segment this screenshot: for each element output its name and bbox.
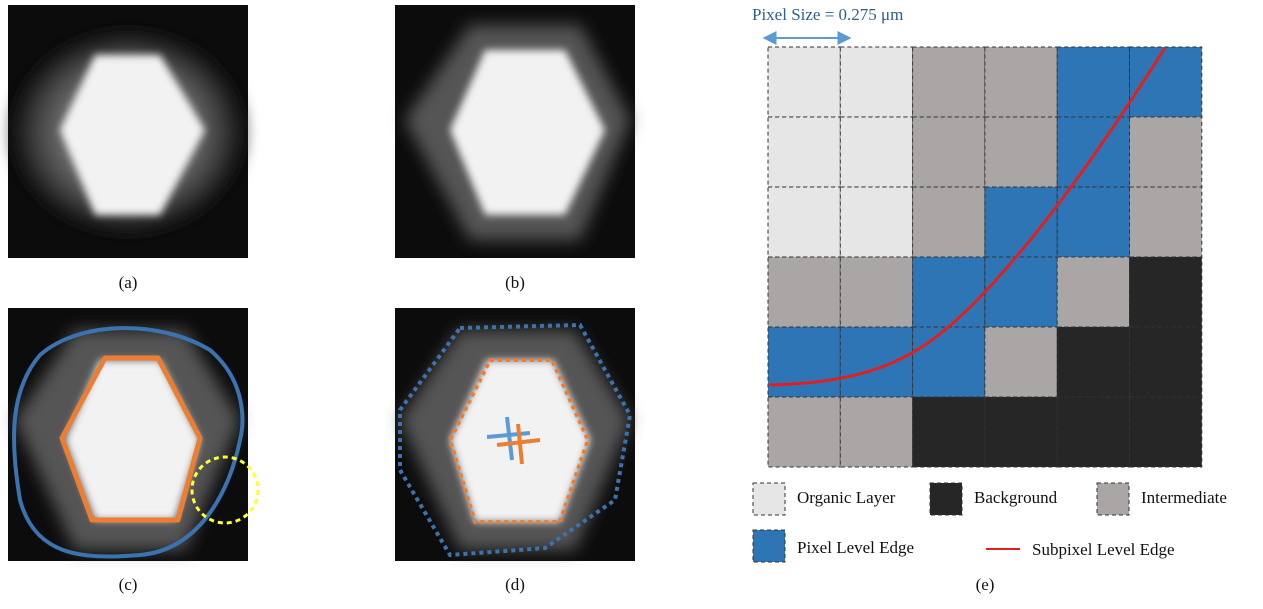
legend-label: Pixel Level Edge <box>797 538 914 557</box>
pixel-cell <box>768 47 840 117</box>
image-d <box>395 308 635 561</box>
pixel-cell <box>840 397 912 467</box>
legend-swatch <box>930 483 962 515</box>
legend-label: Background <box>974 488 1058 507</box>
pixel-cell <box>1057 117 1129 187</box>
pixel-cell <box>768 187 840 257</box>
pixel-grid <box>768 47 1202 467</box>
panel-label: (d) <box>505 575 525 594</box>
panel-label: (b) <box>505 273 525 292</box>
image-c <box>8 308 258 561</box>
pixel-cell <box>1130 327 1202 397</box>
pixel-cell <box>840 47 912 117</box>
pixel-cell <box>913 187 985 257</box>
pixel-cell <box>913 257 985 327</box>
pixel-cell <box>768 257 840 327</box>
pixel-cell <box>985 397 1057 467</box>
pixel-cell <box>913 397 985 467</box>
pixel-cell <box>1130 117 1202 187</box>
pixel-cell <box>1057 397 1129 467</box>
pixel-cell <box>985 257 1057 327</box>
pixel-cell <box>985 117 1057 187</box>
pixel-cell <box>768 117 840 187</box>
panel-label: (e) <box>976 575 995 594</box>
pixel-cell <box>768 327 840 397</box>
panel-label: (c) <box>119 575 138 594</box>
pixel-cell <box>1130 187 1202 257</box>
image-b <box>395 5 635 258</box>
image-a <box>8 5 248 258</box>
figure: (a) (b) (c) (d) (e) Pixel Size = 0.275 μ… <box>0 0 1263 609</box>
pixel-cell <box>840 257 912 327</box>
legend-label: Subpixel Level Edge <box>1032 540 1175 559</box>
pixel-cell <box>840 117 912 187</box>
panel-label: (a) <box>119 273 138 292</box>
legend-swatch <box>753 483 785 515</box>
pixel-cell <box>985 47 1057 117</box>
pixel-cell <box>1130 47 1202 117</box>
pixel-cell <box>768 397 840 467</box>
pixel-size: Pixel Size = 0.275 μm <box>752 5 903 24</box>
pixel-cell <box>1130 257 1202 327</box>
pixel-cell <box>913 117 985 187</box>
legend-swatch <box>1097 483 1129 515</box>
pixel-cell <box>1057 187 1129 257</box>
pixel-cell <box>1057 47 1129 117</box>
pixel-cell <box>1130 397 1202 467</box>
pixel-cell <box>913 327 985 397</box>
pixel-cell <box>913 47 985 117</box>
pixel-cell <box>840 327 912 397</box>
legend: Organic Layer Background Intermediate Pi… <box>753 483 1227 562</box>
legend-swatch <box>753 530 785 562</box>
legend-label: Organic Layer <box>797 488 896 507</box>
pixel-cell <box>985 327 1057 397</box>
pixel-cell <box>840 187 912 257</box>
pixel-cell <box>1057 257 1129 327</box>
pixel-cell <box>1057 327 1129 397</box>
legend-label: Intermediate <box>1141 488 1227 507</box>
